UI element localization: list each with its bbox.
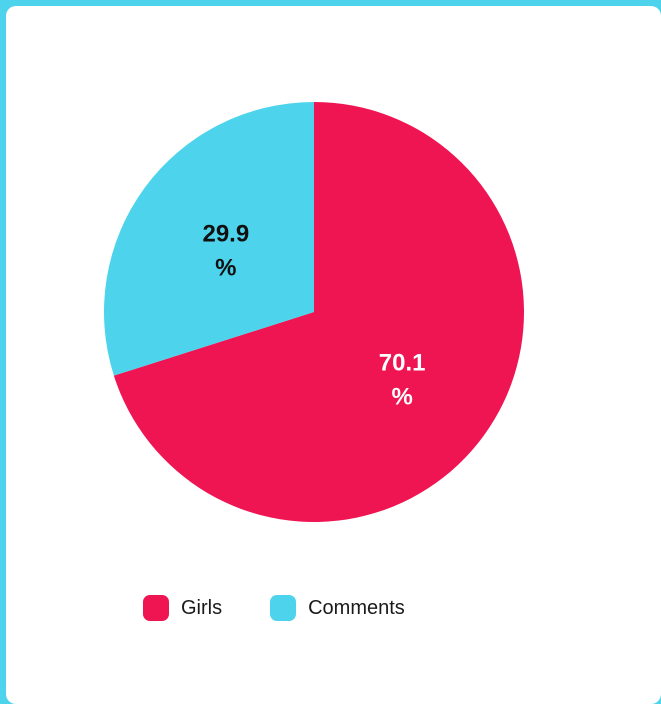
legend-item-comments[interactable]: Comments (270, 595, 405, 621)
legend-swatch-comments (270, 595, 297, 621)
slice-label-girls: 70.1% (379, 349, 426, 410)
slice-label-comments: 29.9% (202, 221, 249, 282)
pie-slice-girls[interactable] (113, 102, 525, 522)
legend-swatch-girls (143, 595, 169, 621)
pie-chart: 70.1 % 29.9% (103, 102, 525, 522)
chart-card: 70.1% 29.9% Girls Comments (6, 6, 661, 704)
legend: Girls Comments (143, 595, 453, 621)
legend-item-girls[interactable]: Girls (143, 595, 222, 621)
legend-label-comments: Comments (308, 596, 405, 619)
legend-label-girls: Girls (181, 596, 223, 619)
pie-slice-comments[interactable] (103, 102, 314, 376)
